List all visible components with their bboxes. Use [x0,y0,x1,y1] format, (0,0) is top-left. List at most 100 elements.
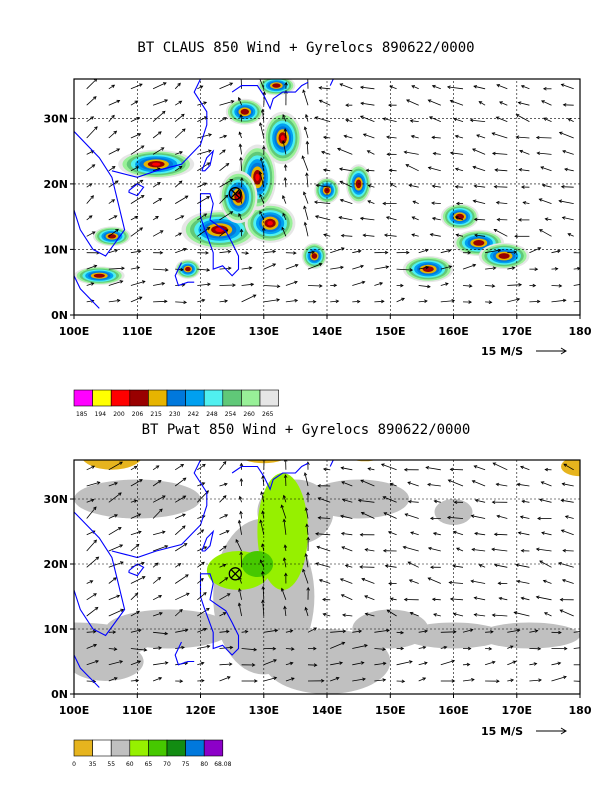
wind-arrow-head [111,166,116,170]
wind-arrow [440,265,452,270]
coastline [199,573,240,656]
wind-arrow-head [472,199,477,204]
wind-arrow-head [424,299,428,304]
wind-arrow [241,267,252,270]
wind-arrow-head [96,481,101,485]
wind-arrow-head [224,194,229,199]
wind-arrow [453,531,464,536]
wind-arrow-head [342,629,347,634]
colorbar-swatch [166,389,186,407]
wind-arrow-head [238,131,242,136]
wind-arrow [130,629,142,633]
wind-arrow-head [474,498,479,503]
panel-1-title: BT CLAUS 850 Wind + Gyrelocs 890622/0000 [137,40,475,56]
wind-arrow [428,547,441,552]
wind-arrow [108,527,122,536]
wind-arrow [175,151,183,155]
wind-arrow-head [222,495,227,499]
wind-arrow-head [206,162,211,166]
wind-arrow [561,529,574,536]
wind-arrow-head [90,195,94,199]
wind-arrow-head [339,83,344,87]
wind-arrow [108,561,124,568]
wind-arrow-head [455,201,460,206]
wind-arrow-head [384,250,389,255]
wind-arrow-head [93,96,97,100]
wind-arrow-head [182,513,186,517]
wind-arrow [536,596,552,601]
wind-arrow-head [322,168,327,172]
wind-arrow-head [333,283,338,288]
wind-arrow [545,218,552,221]
wind-arrow [474,465,486,471]
wind-arrow [330,642,345,649]
wind-arrow [130,593,138,601]
wind-arrow-head [314,116,319,120]
wind-arrow-head [360,101,364,106]
wind-arrow [529,679,542,682]
wind-arrow-head [431,216,436,221]
wind-arrow-head [315,183,320,188]
colorbar-label: 68.08 [214,761,231,768]
wind-arrow-head [469,118,474,123]
wind-arrow-head [340,265,344,270]
wind-arrow-head [471,678,475,682]
wind-arrow [411,85,419,90]
wind-arrow-head [362,133,367,137]
wind-arrow-head [518,283,523,287]
wind-arrow-head [430,565,434,570]
wind-arrow [455,135,464,139]
wind-arrow [330,266,344,270]
colorbar-swatch [129,389,149,407]
wind-arrow-head [584,646,587,649]
wind-arrow [108,300,120,303]
wind-arrow-head [408,579,413,583]
wind-arrow [259,171,265,188]
wind-arrow [238,213,242,221]
wind-arrow-head [495,482,500,487]
wind-arrow-head [184,628,189,633]
coastline [174,641,195,666]
wind-arrow [340,199,353,204]
wind-arrow [434,500,441,503]
wind-arrow-head [473,596,478,600]
wind-arrow [197,592,207,601]
wind-arrow-head [161,110,166,115]
wind-arrow [520,466,530,471]
wind-arrow-head [493,229,498,233]
wind-arrow-head [345,118,349,123]
wind-arrow-head [303,205,307,210]
lon-tick-label: 150E [375,704,405,717]
wind-arrow [108,514,118,519]
wind-arrow-head [400,646,405,651]
wind-arrow-head [322,612,327,617]
wind-arrow-head [252,294,257,298]
wind-arrow-head [561,579,566,583]
wind-arrow-head [361,577,366,582]
wind-arrow-head [155,216,159,220]
colorbar-swatch [73,389,93,407]
wind-arrow [130,465,138,471]
wind-arrow-head [94,126,98,130]
wind-arrow-head [205,251,209,255]
coastline [111,79,208,178]
wind-arrow-head [113,215,118,219]
lat-tick-label: 10N [43,623,68,636]
wind-arrow [86,499,94,503]
wind-arrow [261,491,265,503]
wind-arrow [86,96,97,106]
wind-arrow [352,644,368,649]
wind-arrow-head [454,134,459,139]
wind-arrow-head [384,564,389,568]
wind-arrow-head [412,200,417,204]
lon-tick-label: 160E [438,325,468,338]
wind-arrow [573,631,580,633]
wind-arrow [345,119,353,122]
wind-arrow [455,216,464,221]
wind-arrow-head [560,83,565,87]
shaded-field [74,79,530,285]
wind-arrow-head [534,267,539,271]
wind-arrow-head [509,645,514,649]
wind-arrow [219,545,227,552]
wind-arrow-head [491,132,496,136]
